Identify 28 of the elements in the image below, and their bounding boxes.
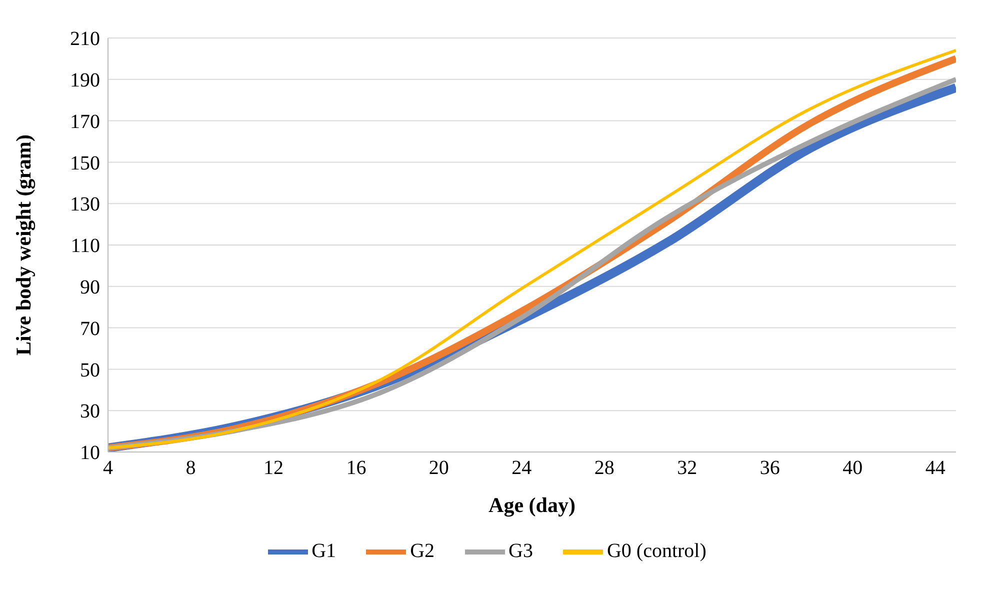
y-tick-label: 70 [80, 318, 100, 340]
y-tick-label: 130 [70, 194, 100, 216]
y-tick-label: 190 [70, 70, 100, 92]
x-axis-title: Age (day) [488, 493, 576, 517]
x-tick-label: 32 [677, 457, 698, 480]
x-tick-label: 4 [103, 457, 113, 480]
x-tick-label: 36 [760, 457, 780, 480]
y-axis-title: Live body weight (gram) [11, 134, 36, 356]
legend-label: G2 [410, 540, 435, 562]
legend-label: G0 (control) [606, 540, 706, 562]
y-tick-label: 150 [70, 152, 100, 174]
x-tick-label: 8 [186, 457, 196, 480]
legend-label: G3 [508, 540, 533, 562]
x-tick-label: 16 [346, 457, 366, 480]
y-tick-label: 50 [80, 359, 100, 382]
y-tick-label: 30 [80, 400, 100, 423]
x-tick-label: 44 [925, 457, 946, 480]
x-tick-label: 12 [263, 457, 284, 480]
x-tick-label: 28 [594, 457, 614, 480]
y-tick-label: 110 [70, 235, 100, 258]
y-tick-label: 170 [70, 110, 100, 133]
y-tick-label: 90 [80, 276, 100, 298]
legend-label: G1 [312, 540, 336, 562]
x-tick-label: 40 [842, 457, 863, 480]
x-tick-label: 24 [512, 457, 532, 480]
y-tick-label: 10 [80, 442, 100, 464]
y-tick-label: 210 [70, 28, 100, 50]
x-tick-label: 20 [428, 457, 449, 480]
